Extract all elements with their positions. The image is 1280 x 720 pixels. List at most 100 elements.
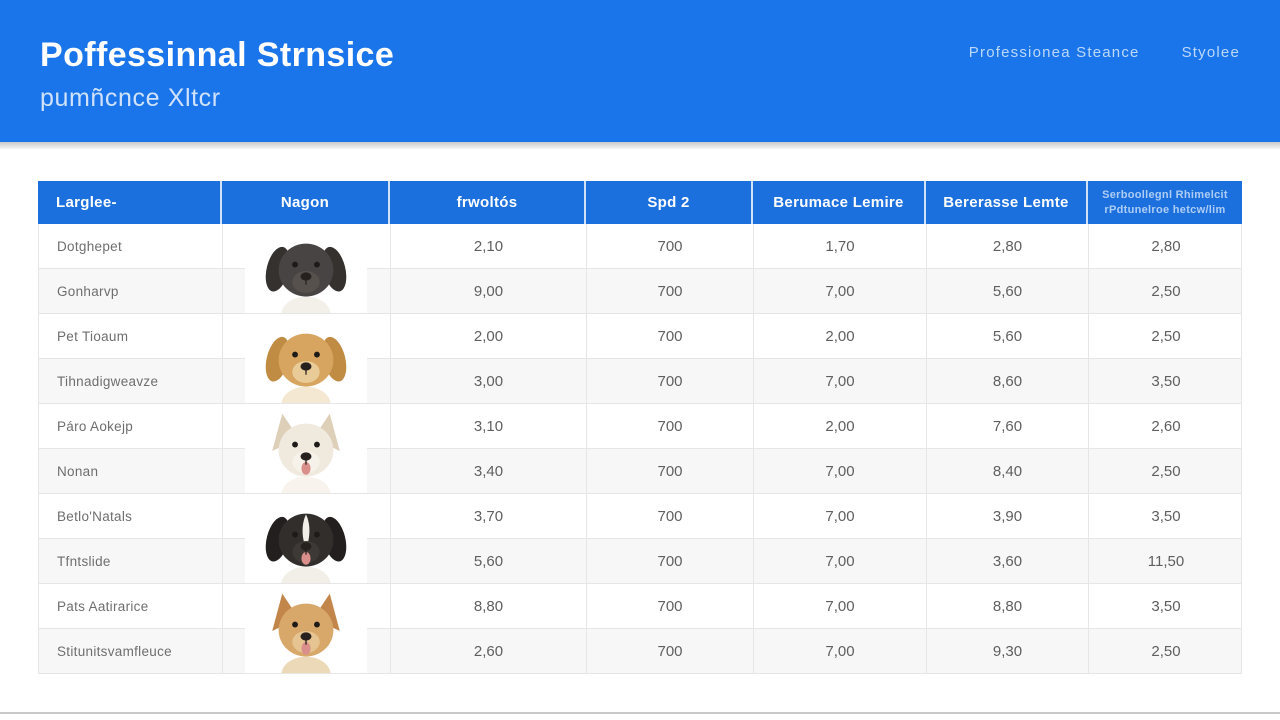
value-last: 2,60 xyxy=(1151,417,1181,435)
value-spd2: 700 xyxy=(587,449,754,493)
table-row: Páro Aokejp 3,10 700 2,00 7,60 2,60 xyxy=(38,404,1242,449)
column-header-nagon: Nagon xyxy=(222,181,390,224)
row-label-cell: Tfntslide xyxy=(39,539,223,583)
column-header-bererasse: Bererasse Lemte xyxy=(926,181,1088,224)
table-row: Tihnadigweavze 3,00 700 7,00 8,60 3,50 xyxy=(38,359,1242,404)
value-bererasse: 8,80 xyxy=(927,584,1089,628)
dog-image-cell xyxy=(223,314,391,358)
nav-link-styolee[interactable]: Styolee xyxy=(1181,44,1240,61)
value-bererasse: 8,40 xyxy=(927,449,1089,493)
value-berumace: 2,00 xyxy=(754,404,927,448)
table-row: Gonharvp 9,00 700 7,00 5,60 2,50 xyxy=(38,269,1242,314)
top-navigation: Professionea Steance Styolee xyxy=(969,44,1240,61)
table-row: Stitunitsvamfleuce 2,60 700 7,00 9,30 2,50 xyxy=(38,629,1242,674)
column-header-last-line2: rPdtunelroe hetcw/lim xyxy=(1104,203,1226,216)
dog-image-cell xyxy=(223,539,391,583)
row-label-cell: Páro Aokejp xyxy=(39,404,223,448)
row-label-cell: Gonharvp xyxy=(39,269,223,313)
value-berumace: 7,00 xyxy=(754,539,927,583)
dog-image-cell xyxy=(223,584,391,628)
table-row: Dotghepet 2,10 700 1,70 2,80 2,80 xyxy=(38,224,1242,269)
value-bererasse: 2,80 xyxy=(927,224,1089,268)
dog-image-cell xyxy=(223,359,391,403)
value-last: 2,50 xyxy=(1151,282,1181,300)
banner-divider xyxy=(0,142,1280,149)
table-body: Dotghepet 2,10 700 1,70 2,80 2,80 Gonharvp 9,00… xyxy=(38,224,1242,674)
value-bererasse: 8,60 xyxy=(927,359,1089,403)
value-bererasse: 3,60 xyxy=(927,539,1089,583)
dog-photo-golden-retriever xyxy=(245,317,367,403)
pricing-table: Larglee- Nagon frwoltós Spd 2 Berumace L… xyxy=(38,181,1242,674)
row-label-cell: Pats Aatirarice xyxy=(39,584,223,628)
value-bererasse: 5,60 xyxy=(927,269,1089,313)
value-spd2: 700 xyxy=(587,584,754,628)
column-header-frwoltos: frwoltós xyxy=(390,181,586,224)
value-frwoltos: 3,70 xyxy=(391,494,587,538)
value-bererasse: 5,60 xyxy=(927,314,1089,358)
value-last: 2,50 xyxy=(1151,642,1181,660)
dog-image-cell xyxy=(223,629,391,673)
table-row: Pats Aatirarice 8,80 700 7,00 8,80 3,50 xyxy=(38,584,1242,629)
dog-image-cell xyxy=(223,404,391,448)
row-label-cell: Tihnadigweavze xyxy=(39,359,223,403)
value-berumace: 7,00 xyxy=(754,629,927,673)
value-spd2: 700 xyxy=(587,224,754,268)
value-frwoltos: 5,60 xyxy=(391,539,587,583)
table-row: Nonan 3,40 700 7,00 8,40 2,50 xyxy=(38,449,1242,494)
value-bererasse: 3,90 xyxy=(927,494,1089,538)
value-frwoltos: 2,10 xyxy=(391,224,587,268)
value-berumace: 1,70 xyxy=(754,224,927,268)
value-berumace: 2,00 xyxy=(754,314,927,358)
value-berumace: 7,00 xyxy=(754,584,927,628)
column-header-larglee: Larglee- xyxy=(38,181,222,224)
row-label-cell: Betlo'Natals xyxy=(39,494,223,538)
dog-image-cell xyxy=(223,449,391,493)
row-label-cell: Nonan xyxy=(39,449,223,493)
table-row: Betlo'Natals 3,70 700 7,00 3,90 3,50 xyxy=(38,494,1242,539)
value-berumace: 7,00 xyxy=(754,359,927,403)
value-spd2: 700 xyxy=(587,269,754,313)
value-berumace: 7,00 xyxy=(754,494,927,538)
value-spd2: 700 xyxy=(587,629,754,673)
dog-image-cell xyxy=(223,494,391,538)
dog-photo-white-dog xyxy=(245,407,367,493)
value-spd2: 700 xyxy=(587,359,754,403)
table-row: Tfntslide 5,60 700 7,00 3,60 11,50 xyxy=(38,539,1242,584)
dog-photo-border-collie xyxy=(245,497,367,583)
nav-link-professionea[interactable]: Professionea Steance xyxy=(968,44,1140,61)
value-frwoltos: 3,10 xyxy=(391,404,587,448)
value-berumace: 7,00 xyxy=(754,449,927,493)
value-last: 3,50 xyxy=(1151,372,1181,390)
page-title: Poffessinnal Strnsice xyxy=(40,36,395,74)
value-last: 2,80 xyxy=(1151,237,1181,255)
value-spd2: 700 xyxy=(587,494,754,538)
value-last: 3,50 xyxy=(1151,597,1181,615)
page-subtitle: pumñcnce Xltcr xyxy=(40,84,221,112)
value-frwoltos: 2,00 xyxy=(391,314,587,358)
page-header: Poffessinnal Strnsice pumñcnce Xltcr Pro… xyxy=(0,0,1280,142)
value-last: 11,50 xyxy=(1147,552,1185,570)
value-spd2: 700 xyxy=(587,314,754,358)
value-berumace: 7,00 xyxy=(754,269,927,313)
column-header-last-line1: Serboollegnl Rhimelcit xyxy=(1102,189,1228,202)
value-spd2: 700 xyxy=(587,539,754,583)
value-last: 2,50 xyxy=(1151,327,1181,345)
value-bererasse: 7,60 xyxy=(927,404,1089,448)
row-label-cell: Dotghepet xyxy=(39,224,223,268)
value-bererasse: 9,30 xyxy=(927,629,1089,673)
dog-image-cell xyxy=(223,224,391,268)
page-bottom-divider xyxy=(0,712,1280,714)
row-label-cell: Stitunitsvamfleuce xyxy=(39,629,223,673)
row-label-cell: Pet Tioaum xyxy=(39,314,223,358)
column-header-last: Serboollegnl Rhimelcit rPdtunelroe hetcw… xyxy=(1088,181,1242,224)
dog-photo-dark-gray-dog xyxy=(245,227,367,313)
value-frwoltos: 2,60 xyxy=(391,629,587,673)
value-frwoltos: 8,80 xyxy=(391,584,587,628)
column-header-spd2: Spd 2 xyxy=(586,181,753,224)
column-header-berumace: Berumace Lemire xyxy=(753,181,926,224)
table-row: Pet Tioaum 2,00 700 2,00 5,60 2,50 xyxy=(38,314,1242,359)
value-frwoltos: 9,00 xyxy=(391,269,587,313)
table-header-row: Larglee- Nagon frwoltós Spd 2 Berumace L… xyxy=(38,181,1242,224)
value-last: 2,50 xyxy=(1151,462,1181,480)
value-frwoltos: 3,00 xyxy=(391,359,587,403)
